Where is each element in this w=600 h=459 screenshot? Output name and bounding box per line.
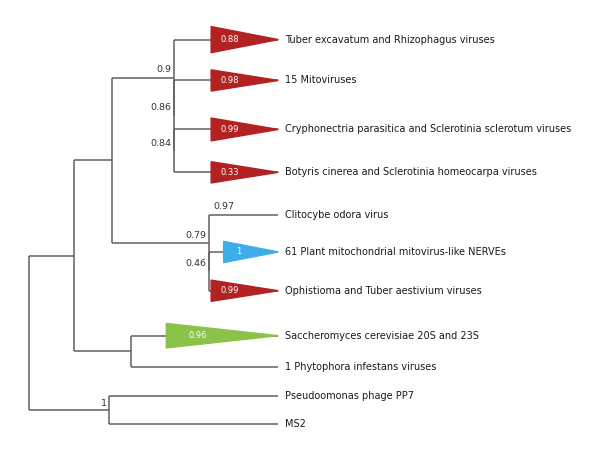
Text: Cryphonectria parasitica and Sclerotinia sclerotum viruses: Cryphonectria parasitica and Sclerotinia… — [285, 124, 571, 134]
Text: 0.97: 0.97 — [214, 202, 235, 211]
Text: 0.96: 0.96 — [188, 331, 207, 340]
Text: Tuber excavatum and Rhizophagus viruses: Tuber excavatum and Rhizophagus viruses — [285, 34, 494, 45]
Polygon shape — [166, 324, 278, 348]
Text: 0.99: 0.99 — [221, 125, 239, 134]
Text: Botyris cinerea and Sclerotinia homeocarpa viruses: Botyris cinerea and Sclerotinia homeocar… — [285, 168, 537, 177]
Text: Pseudoomonas phage PP7: Pseudoomonas phage PP7 — [285, 391, 414, 401]
Text: 0.98: 0.98 — [221, 76, 239, 85]
Text: Clitocybe odora virus: Clitocybe odora virus — [285, 210, 388, 220]
Polygon shape — [211, 280, 278, 302]
Polygon shape — [211, 27, 278, 53]
Text: 0.46: 0.46 — [185, 259, 206, 268]
Text: 0.33: 0.33 — [221, 168, 239, 177]
Text: 1 Phytophora infestans viruses: 1 Phytophora infestans viruses — [285, 362, 436, 372]
Polygon shape — [211, 70, 278, 91]
Text: 0.84: 0.84 — [150, 139, 171, 148]
Text: 0.86: 0.86 — [150, 103, 171, 112]
Polygon shape — [211, 118, 278, 141]
Text: 0.9: 0.9 — [156, 65, 171, 73]
Text: MS2: MS2 — [285, 419, 306, 429]
Text: 61 Plant mitochondrial mitovirus-like NERVEs: 61 Plant mitochondrial mitovirus-like NE… — [285, 247, 506, 257]
Text: 0.88: 0.88 — [221, 35, 239, 44]
Polygon shape — [211, 162, 278, 183]
Text: Ophistioma and Tuber aestivium viruses: Ophistioma and Tuber aestivium viruses — [285, 286, 482, 296]
Text: 15 Mitoviruses: 15 Mitoviruses — [285, 75, 356, 85]
Text: 0.99: 0.99 — [221, 286, 239, 295]
Text: 0.79: 0.79 — [185, 231, 206, 240]
Polygon shape — [224, 241, 278, 263]
Text: Saccheromyces cerevisiae 20S and 23S: Saccheromyces cerevisiae 20S and 23S — [285, 330, 479, 341]
Text: 1: 1 — [236, 247, 242, 257]
Text: 1: 1 — [101, 399, 107, 408]
